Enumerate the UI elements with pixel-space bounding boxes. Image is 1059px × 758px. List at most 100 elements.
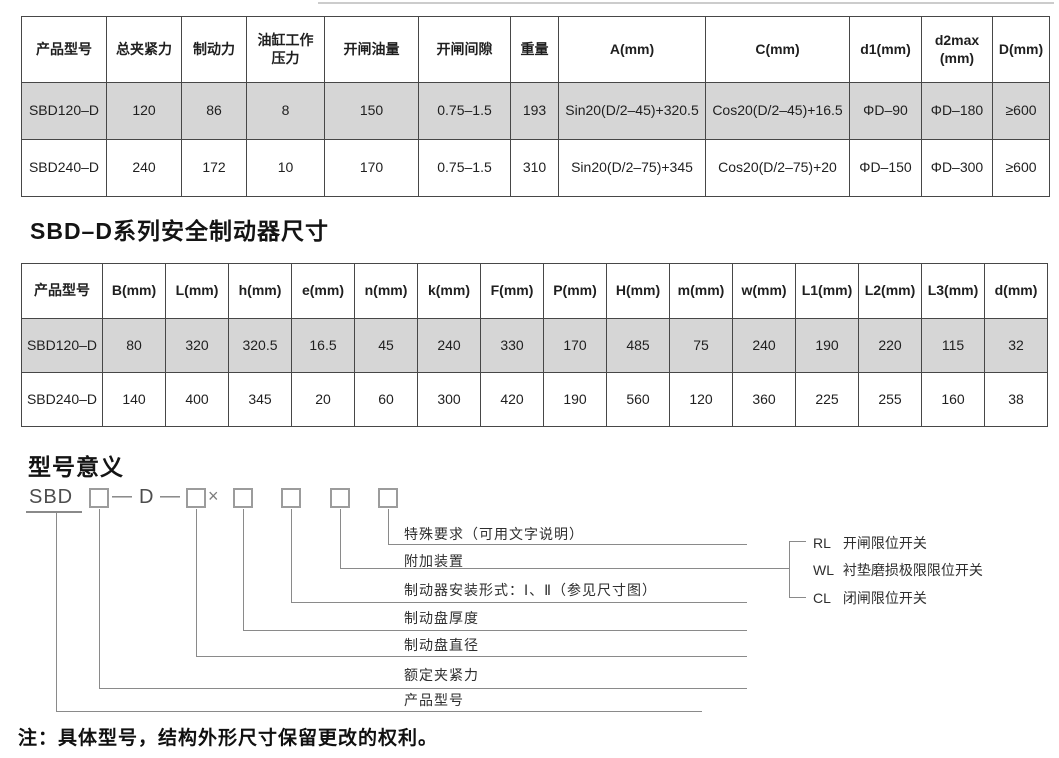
legend-item-rl: RL 开闸限位开关	[813, 533, 927, 553]
col-header: n(mm)	[354, 263, 418, 319]
col-header: 开闸间隙	[418, 16, 511, 83]
legend-code: RL	[813, 535, 831, 551]
table-row: SBD120–D 80 320 320.5 16.5 45 240 330 17…	[21, 318, 1048, 373]
col-header: 产品型号	[21, 263, 103, 319]
connector-special-request	[388, 509, 389, 544]
spec-table-performance: 产品型号 总夹紧力 制动力 油缸工作压力 开闸油量 开闸间隙 重量 A(mm) …	[21, 16, 1050, 197]
cell: 8	[246, 82, 325, 140]
connector-mount-form	[291, 509, 292, 602]
col-header: e(mm)	[291, 263, 355, 319]
label-mount-form: 制动器安装形式：Ⅰ、Ⅱ（参见尺寸图）	[404, 582, 658, 598]
col-header: k(mm)	[417, 263, 481, 319]
col-header: 油缸工作压力	[246, 16, 325, 83]
rule-disc-thickness	[243, 630, 747, 631]
col-header: m(mm)	[669, 263, 733, 319]
col-header: A(mm)	[558, 16, 706, 83]
rule-extra-device	[340, 568, 789, 569]
cell: 120	[669, 372, 733, 427]
cell: 160	[921, 372, 985, 427]
col-header: w(mm)	[732, 263, 796, 319]
footnote: 注：具体型号，结构外形尺寸保留更改的权利。	[18, 728, 439, 749]
cell: 560	[606, 372, 670, 427]
label-product-model: 产品型号	[404, 692, 464, 708]
section-title-model-meaning: 型号意义	[28, 454, 124, 480]
table-row: SBD240–D 140 400 345 20 60 300 420 190 5…	[21, 372, 1048, 427]
col-header: C(mm)	[705, 16, 850, 83]
legend-text: 衬垫磨损极限限位开关	[842, 562, 983, 578]
cell: 220	[858, 318, 922, 373]
col-header: B(mm)	[102, 263, 166, 319]
col-header: d1(mm)	[849, 16, 922, 83]
legend-item-cl: CL 闭闸限位开关	[813, 588, 927, 608]
cell: Cos20(D/2–75)+20	[705, 139, 850, 197]
cell: SBD240–D	[21, 139, 107, 197]
col-header: 重量	[510, 16, 559, 83]
connector-disc-diameter	[196, 509, 197, 656]
model-box-extra-device	[330, 488, 350, 508]
cell: 255	[858, 372, 922, 427]
cell: 75	[669, 318, 733, 373]
label-disc-thickness: 制动盘厚度	[404, 610, 479, 626]
connector-extra-device	[340, 509, 341, 568]
cell: 16.5	[291, 318, 355, 373]
cell: SBD120–D	[21, 82, 107, 140]
col-header: D(mm)	[992, 16, 1050, 83]
cell: 115	[921, 318, 985, 373]
cell: ΦD–150	[849, 139, 922, 197]
col-header: L2(mm)	[858, 263, 922, 319]
cell: 170	[324, 139, 419, 197]
cell: 300	[417, 372, 481, 427]
col-header: 总夹紧力	[106, 16, 182, 83]
model-box-disc-diameter	[186, 488, 206, 508]
cell: 360	[732, 372, 796, 427]
cell: SBD240–D	[21, 372, 103, 427]
legend-bracket-top-tick	[789, 541, 806, 542]
cell: ΦD–90	[849, 82, 922, 140]
model-box-special-request	[378, 488, 398, 508]
cell: 240	[732, 318, 796, 373]
rule-clamp-force	[99, 688, 747, 689]
model-letter-d: D	[139, 486, 155, 508]
table-header-row: 产品型号 B(mm) L(mm) h(mm) e(mm) n(mm) k(mm)…	[21, 263, 1048, 319]
model-dash: —	[112, 485, 132, 507]
cell: 32	[984, 318, 1048, 373]
col-header: F(mm)	[480, 263, 544, 319]
connector-clamp-force	[99, 509, 100, 688]
cell: 193	[510, 82, 559, 140]
legend-bracket-vertical	[789, 541, 790, 598]
cell: 345	[228, 372, 292, 427]
cell: ≥600	[992, 139, 1050, 197]
model-prefix-underline	[26, 511, 82, 513]
cell: 0.75–1.5	[418, 82, 511, 140]
legend-text: 闭闸限位开关	[842, 590, 927, 606]
rule-mount-form	[291, 602, 747, 603]
connector-product-model	[56, 513, 57, 711]
col-header: L3(mm)	[921, 263, 985, 319]
table-row: SBD120–D 120 86 8 150 0.75–1.5 193 Sin20…	[21, 82, 1050, 140]
label-clamp-force: 额定夹紧力	[404, 667, 479, 683]
cell: 400	[165, 372, 229, 427]
model-dash: —	[160, 485, 180, 507]
legend-text: 开闸限位开关	[842, 535, 927, 551]
rule-special-request	[388, 544, 747, 545]
cell: Sin20(D/2–75)+345	[558, 139, 706, 197]
table-row: SBD240–D 240 172 10 170 0.75–1.5 310 Sin…	[21, 139, 1050, 197]
cell: ΦD–180	[921, 82, 993, 140]
cell: 0.75–1.5	[418, 139, 511, 197]
cell: 20	[291, 372, 355, 427]
model-prefix: SBD	[29, 486, 74, 508]
model-code-diagram: SBD — D — × 特殊要求（可用文字说明） 附加装置 制动器安装形式：Ⅰ、…	[0, 485, 1059, 740]
cell: 10	[246, 139, 325, 197]
cell: 86	[181, 82, 247, 140]
legend-bracket-bottom-tick	[789, 597, 806, 598]
col-header: 开闸油量	[324, 16, 419, 83]
multiply-sign: ×	[208, 486, 219, 506]
model-box-mount-form	[281, 488, 301, 508]
cell: 80	[102, 318, 166, 373]
col-header: P(mm)	[543, 263, 607, 319]
cell: 485	[606, 318, 670, 373]
cell: 320.5	[228, 318, 292, 373]
page-top-edge-line	[318, 2, 1054, 4]
col-header: d2max (mm)	[921, 16, 993, 83]
col-header: H(mm)	[606, 263, 670, 319]
